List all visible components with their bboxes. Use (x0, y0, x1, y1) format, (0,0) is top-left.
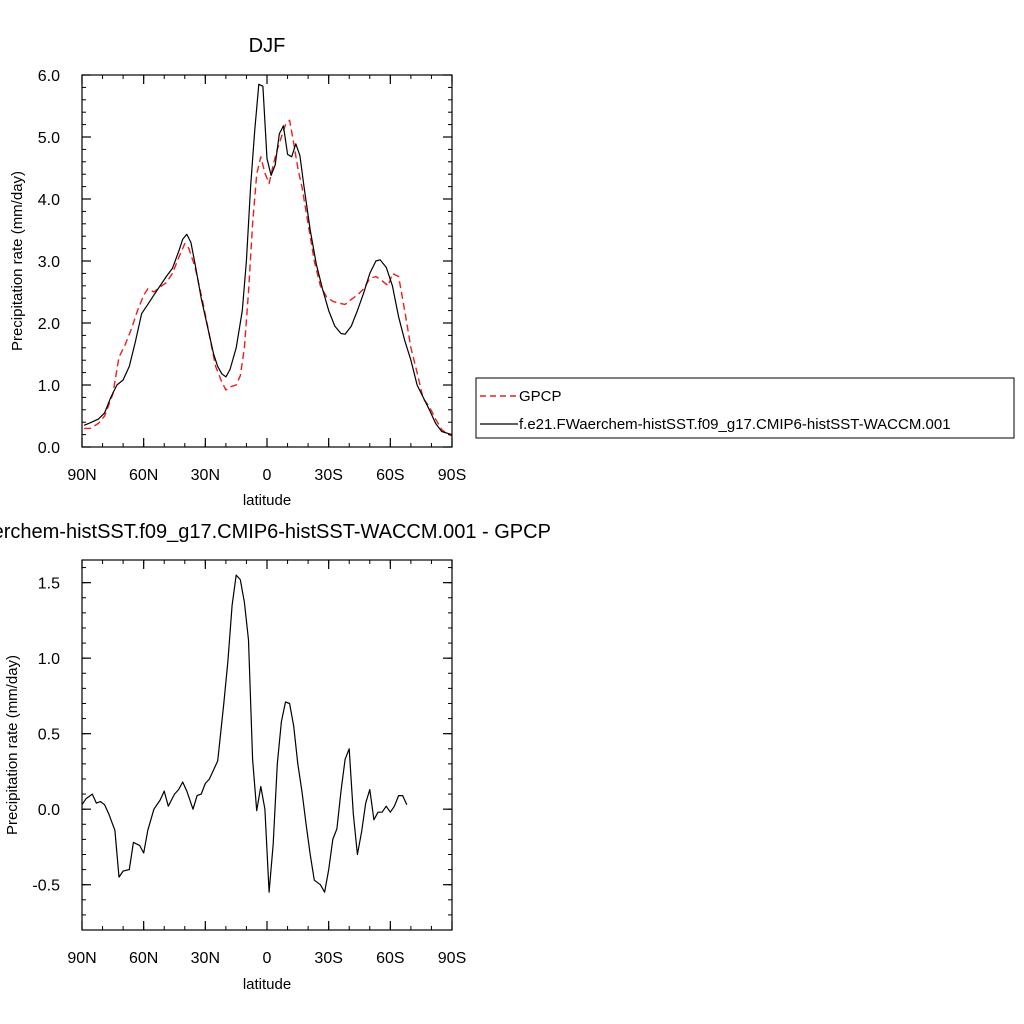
bottom-x-axis-label: latitude (243, 976, 291, 993)
x-tick-label: 60N (129, 950, 158, 967)
top-x-axis-label: latitude (243, 492, 291, 509)
y-tick-label: 1.5 (38, 576, 60, 593)
x-tick-label: 30N (191, 950, 220, 967)
legend-label-gpcp: GPCP (519, 388, 562, 405)
legend-frame (475, 377, 1015, 439)
legend: GPCP f.e21.FWaerchem-histSST.f09_g17.CMI… (475, 377, 1015, 439)
y-tick-label: -0.5 (32, 878, 60, 895)
top-chart-title: DJF (249, 35, 286, 57)
top-y-tick-labels: 0.0 1.0 2.0 3.0 4.0 5.0 6.0 (38, 68, 60, 457)
x-tick-label: 0 (263, 467, 272, 484)
top-series-line-gpcp (84, 119, 453, 437)
bottom-ticks (81, 560, 453, 931)
y-tick-label: 6.0 (38, 68, 60, 85)
x-tick-label: 30S (314, 950, 342, 967)
top-x-tick-labels: 90N 60N 30N 0 30S 60S 90S (67, 467, 466, 484)
y-tick-label: 1.0 (38, 378, 60, 395)
x-tick-label: 30S (314, 467, 342, 484)
top-series-line-model (83, 83, 453, 436)
y-tick-label: 2.0 (38, 316, 60, 333)
legend-label-model: f.e21.FWaerchem-histSST.f09_g17.CMIP6-hi… (519, 416, 951, 433)
top-series-group (83, 83, 453, 437)
bottom-series-group (81, 574, 408, 893)
x-tick-label: 30N (191, 467, 220, 484)
x-tick-label: 90N (67, 467, 96, 484)
y-tick-label: 5.0 (38, 130, 60, 147)
x-tick-label: 60N (129, 467, 158, 484)
y-tick-label: 0.0 (38, 802, 60, 819)
x-tick-label: 60S (376, 950, 404, 967)
y-tick-label: 0.5 (38, 727, 60, 744)
bottom-y-tick-labels: -0.5 0.0 0.5 1.0 1.5 (32, 576, 60, 895)
top-panel: DJF 90N 60N 30N 0 30S 60S 90S 0.0 1.0 2.0 3.0 4.0 5… (9, 35, 1015, 509)
y-tick-label: 4.0 (38, 192, 60, 209)
bottom-chart-title: f.e21.FWaerchem-histSST.f09_g17.CMIP6-hi… (0, 521, 551, 543)
y-tick-label: 0.0 (38, 440, 60, 457)
top-y-axis-label: Precipitation rate (mm/day) (9, 171, 26, 351)
y-tick-label: 3.0 (38, 254, 60, 271)
bottom-x-tick-labels: 90N 60N 30N 0 30S 60S 90S (67, 950, 466, 967)
y-tick-label: 1.0 (38, 651, 60, 668)
x-tick-label: 90S (438, 467, 466, 484)
x-tick-label: 0 (263, 950, 272, 967)
bottom-plot-frame (81, 559, 453, 931)
x-tick-label: 60S (376, 467, 404, 484)
x-tick-label: 90S (438, 950, 466, 967)
bottom-series-line-difference (81, 574, 408, 893)
bottom-y-axis-label: Precipitation rate (mm/day) (4, 655, 21, 835)
bottom-panel: f.e21.FWaerchem-histSST.f09_g17.CMIP6-hi… (0, 521, 551, 993)
x-tick-label: 90N (67, 950, 96, 967)
top-plot-frame (81, 74, 453, 448)
